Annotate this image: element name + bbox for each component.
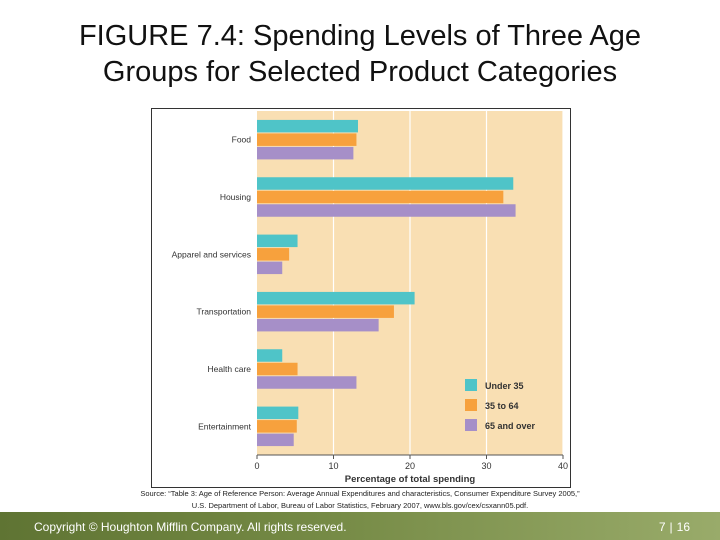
legend-label-35-to-64: 35 to 64 bbox=[485, 401, 519, 411]
page-number: 7 | 16 bbox=[659, 520, 690, 534]
page-separator: | bbox=[669, 520, 673, 534]
category-label-apparel-and-services: Apparel and services bbox=[172, 249, 251, 259]
bar-transportation-under-35 bbox=[257, 291, 415, 305]
bar-health-care-65-and-over bbox=[257, 376, 357, 389]
category-label-entertainment: Entertainment bbox=[198, 421, 252, 431]
source-line-2: U.S. Department of Labor, Bureau of Labo… bbox=[191, 501, 529, 510]
x-tick-label-0: 0 bbox=[254, 461, 259, 471]
legend-label-under-35: Under 35 bbox=[485, 381, 524, 391]
legend-swatch-35-to-64 bbox=[465, 399, 477, 411]
category-label-health-care: Health care bbox=[208, 364, 252, 374]
x-axis-label: Percentage of total spending bbox=[345, 474, 476, 485]
x-tick-label-10: 10 bbox=[328, 461, 338, 471]
bar-transportation-65-and-over bbox=[257, 318, 379, 332]
chart-frame: Food Housing Apparel and services Transport… bbox=[151, 108, 571, 488]
legend-label-65-and-over: 65 and over bbox=[485, 421, 536, 431]
bar-food-under-35 bbox=[257, 119, 358, 133]
category-label-housing: Housing bbox=[220, 192, 251, 202]
copyright-text: Copyright © Houghton Mifflin Company. Al… bbox=[34, 520, 347, 534]
page-index: 16 bbox=[676, 520, 690, 534]
slide-title-line-1: FIGURE 7.4: Spending Levels of Three Age bbox=[78, 20, 642, 52]
x-tick-label-40: 40 bbox=[558, 461, 568, 471]
legend-swatch-65-and-over bbox=[465, 419, 477, 431]
bar-chart: Food Housing Apparel and services Transport… bbox=[172, 111, 568, 485]
chapter-number: 7 bbox=[658, 520, 666, 534]
category-label-transportation: Transportation bbox=[197, 307, 252, 317]
bar-housing-under-35 bbox=[257, 177, 514, 190]
legend-swatch-under-35 bbox=[465, 379, 477, 391]
bar-apparel-and-services-35-to-64 bbox=[257, 248, 290, 261]
source-line-1: Source: “Table 3: Age of Reference Perso… bbox=[140, 489, 580, 498]
footer-bar: Copyright © Houghton Mifflin Company. Al… bbox=[0, 512, 720, 540]
source-note: Source: “Table 3: Age of Reference Perso… bbox=[60, 488, 660, 512]
bar-housing-35-to-64 bbox=[257, 190, 504, 204]
bar-entertainment-35-to-64 bbox=[257, 420, 297, 433]
bar-apparel-and-services-under-35 bbox=[257, 234, 298, 248]
category-label-food: Food bbox=[232, 135, 252, 145]
slide-title-line-2: Groups for Selected Product Categories bbox=[102, 56, 618, 88]
x-tick-label-20: 20 bbox=[405, 461, 415, 471]
bar-entertainment-65-and-over bbox=[257, 433, 294, 447]
slide-title: FIGURE 7.4: Spending Levels of Three Age… bbox=[0, 18, 720, 90]
bar-housing-65-and-over bbox=[257, 204, 516, 217]
bar-health-care-35-to-64 bbox=[257, 362, 298, 376]
x-tick-label-30: 30 bbox=[481, 461, 491, 471]
bar-apparel-and-services-65-and-over bbox=[257, 261, 283, 275]
bar-health-care-under-35 bbox=[257, 349, 283, 362]
bar-food-35-to-64 bbox=[257, 133, 357, 146]
bar-food-65-and-over bbox=[257, 146, 354, 160]
bar-transportation-35-to-64 bbox=[257, 305, 394, 318]
bar-entertainment-under-35 bbox=[257, 406, 299, 420]
